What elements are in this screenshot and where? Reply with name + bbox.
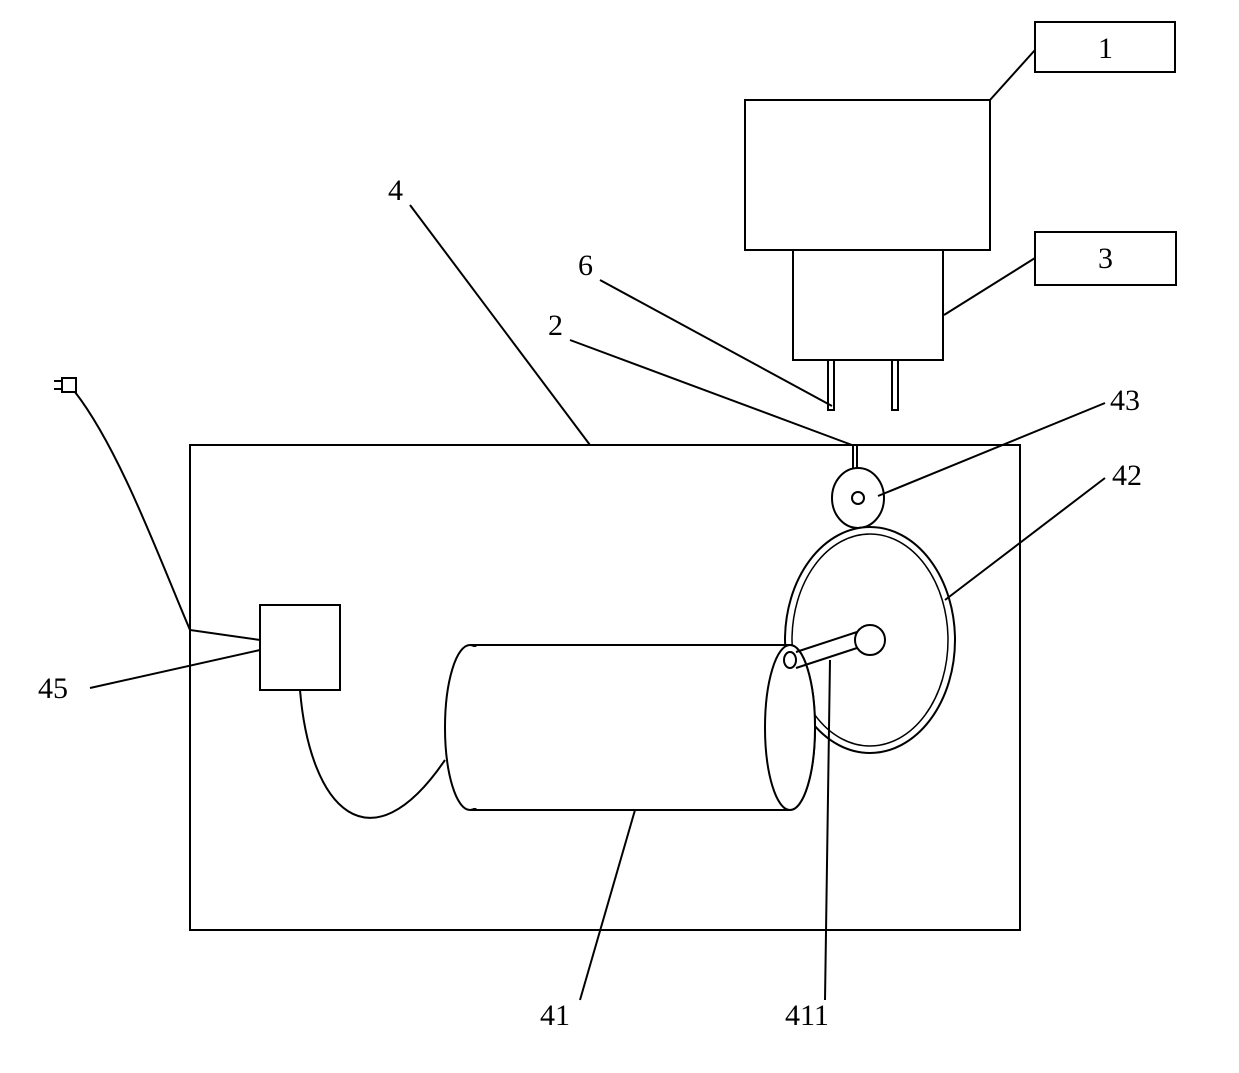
- label-2: 2: [548, 309, 563, 342]
- wire-plug-to-box: [75, 392, 260, 640]
- power-plug: [54, 378, 76, 392]
- label-411: 411: [785, 999, 829, 1032]
- prong-right: [892, 360, 898, 410]
- leader-43: [878, 403, 1105, 496]
- top-block: [745, 100, 990, 250]
- wire-box-to-motor: [300, 690, 445, 818]
- label-4: 4: [388, 174, 403, 207]
- label-42: 42: [1112, 459, 1142, 492]
- leader-1: [990, 50, 1035, 100]
- leader-42: [945, 478, 1105, 600]
- mid-block: [793, 250, 943, 360]
- leader-45: [90, 650, 260, 688]
- large-wheel-hub: [855, 625, 885, 655]
- label-45: 45: [38, 672, 68, 705]
- label-3: 3: [1098, 242, 1113, 275]
- label-41: 41: [540, 999, 570, 1032]
- label-1: 1: [1098, 32, 1113, 65]
- label-6: 6: [578, 249, 593, 282]
- small-wheel: [832, 468, 884, 528]
- leader-2: [570, 340, 852, 445]
- leader-41: [580, 810, 635, 1000]
- controller-box: [260, 605, 340, 690]
- label-43: 43: [1110, 384, 1140, 417]
- leader-4: [410, 205, 590, 445]
- leader-6: [600, 280, 832, 406]
- prong-left: [828, 360, 834, 410]
- motor-cylinder: [445, 645, 815, 810]
- technical-diagram: 1 3 4 6 2 43 42 45 41 411: [0, 0, 1239, 1073]
- leader-3: [944, 258, 1035, 315]
